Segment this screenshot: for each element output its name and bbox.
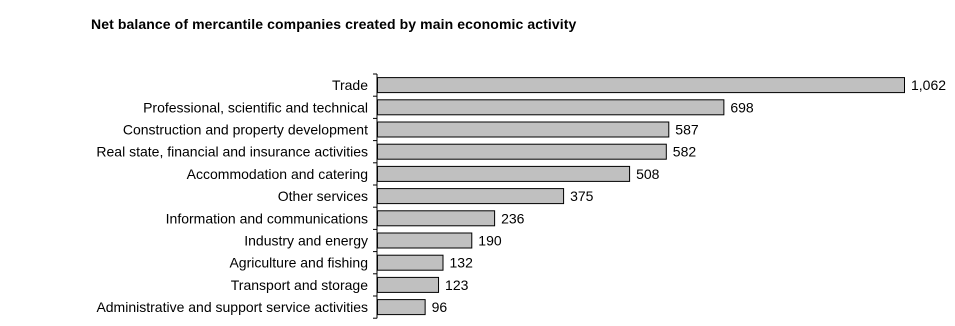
value-label: 1,062 — [911, 77, 946, 93]
category-label: Information and communications — [166, 210, 368, 226]
chart-title: Net balance of mercantile companies crea… — [91, 16, 577, 32]
bar — [377, 276, 440, 293]
category-label: Accommodation and catering — [187, 166, 368, 182]
value-label: 236 — [501, 210, 525, 226]
category-label: Construction and property development — [123, 122, 368, 138]
value-label: 508 — [636, 166, 660, 182]
category-label: Transport and storage — [231, 277, 368, 293]
bar — [377, 99, 725, 116]
bar — [377, 254, 444, 271]
bar — [377, 121, 670, 138]
category-label: Professional, scientific and technical — [143, 99, 368, 115]
value-label: 96 — [432, 299, 448, 315]
bar — [377, 299, 426, 316]
category-label: Trade — [332, 77, 368, 93]
value-label: 123 — [445, 277, 469, 293]
bar — [377, 77, 905, 94]
bar — [377, 188, 565, 205]
value-label: 375 — [570, 188, 594, 204]
value-label: 190 — [478, 233, 502, 249]
bar — [377, 232, 473, 249]
category-label: Real state, financial and insurance acti… — [96, 144, 368, 160]
value-label: 132 — [450, 255, 474, 271]
bar — [377, 210, 496, 227]
bar — [377, 143, 667, 160]
category-label: Agriculture and fishing — [229, 255, 368, 271]
value-label: 698 — [730, 99, 754, 115]
category-label: Administrative and support service activ… — [96, 299, 368, 315]
category-label: Industry and energy — [244, 233, 368, 249]
value-label: 582 — [673, 144, 697, 160]
bar — [377, 165, 631, 182]
category-label: Other services — [278, 188, 368, 204]
value-label: 587 — [675, 122, 699, 138]
